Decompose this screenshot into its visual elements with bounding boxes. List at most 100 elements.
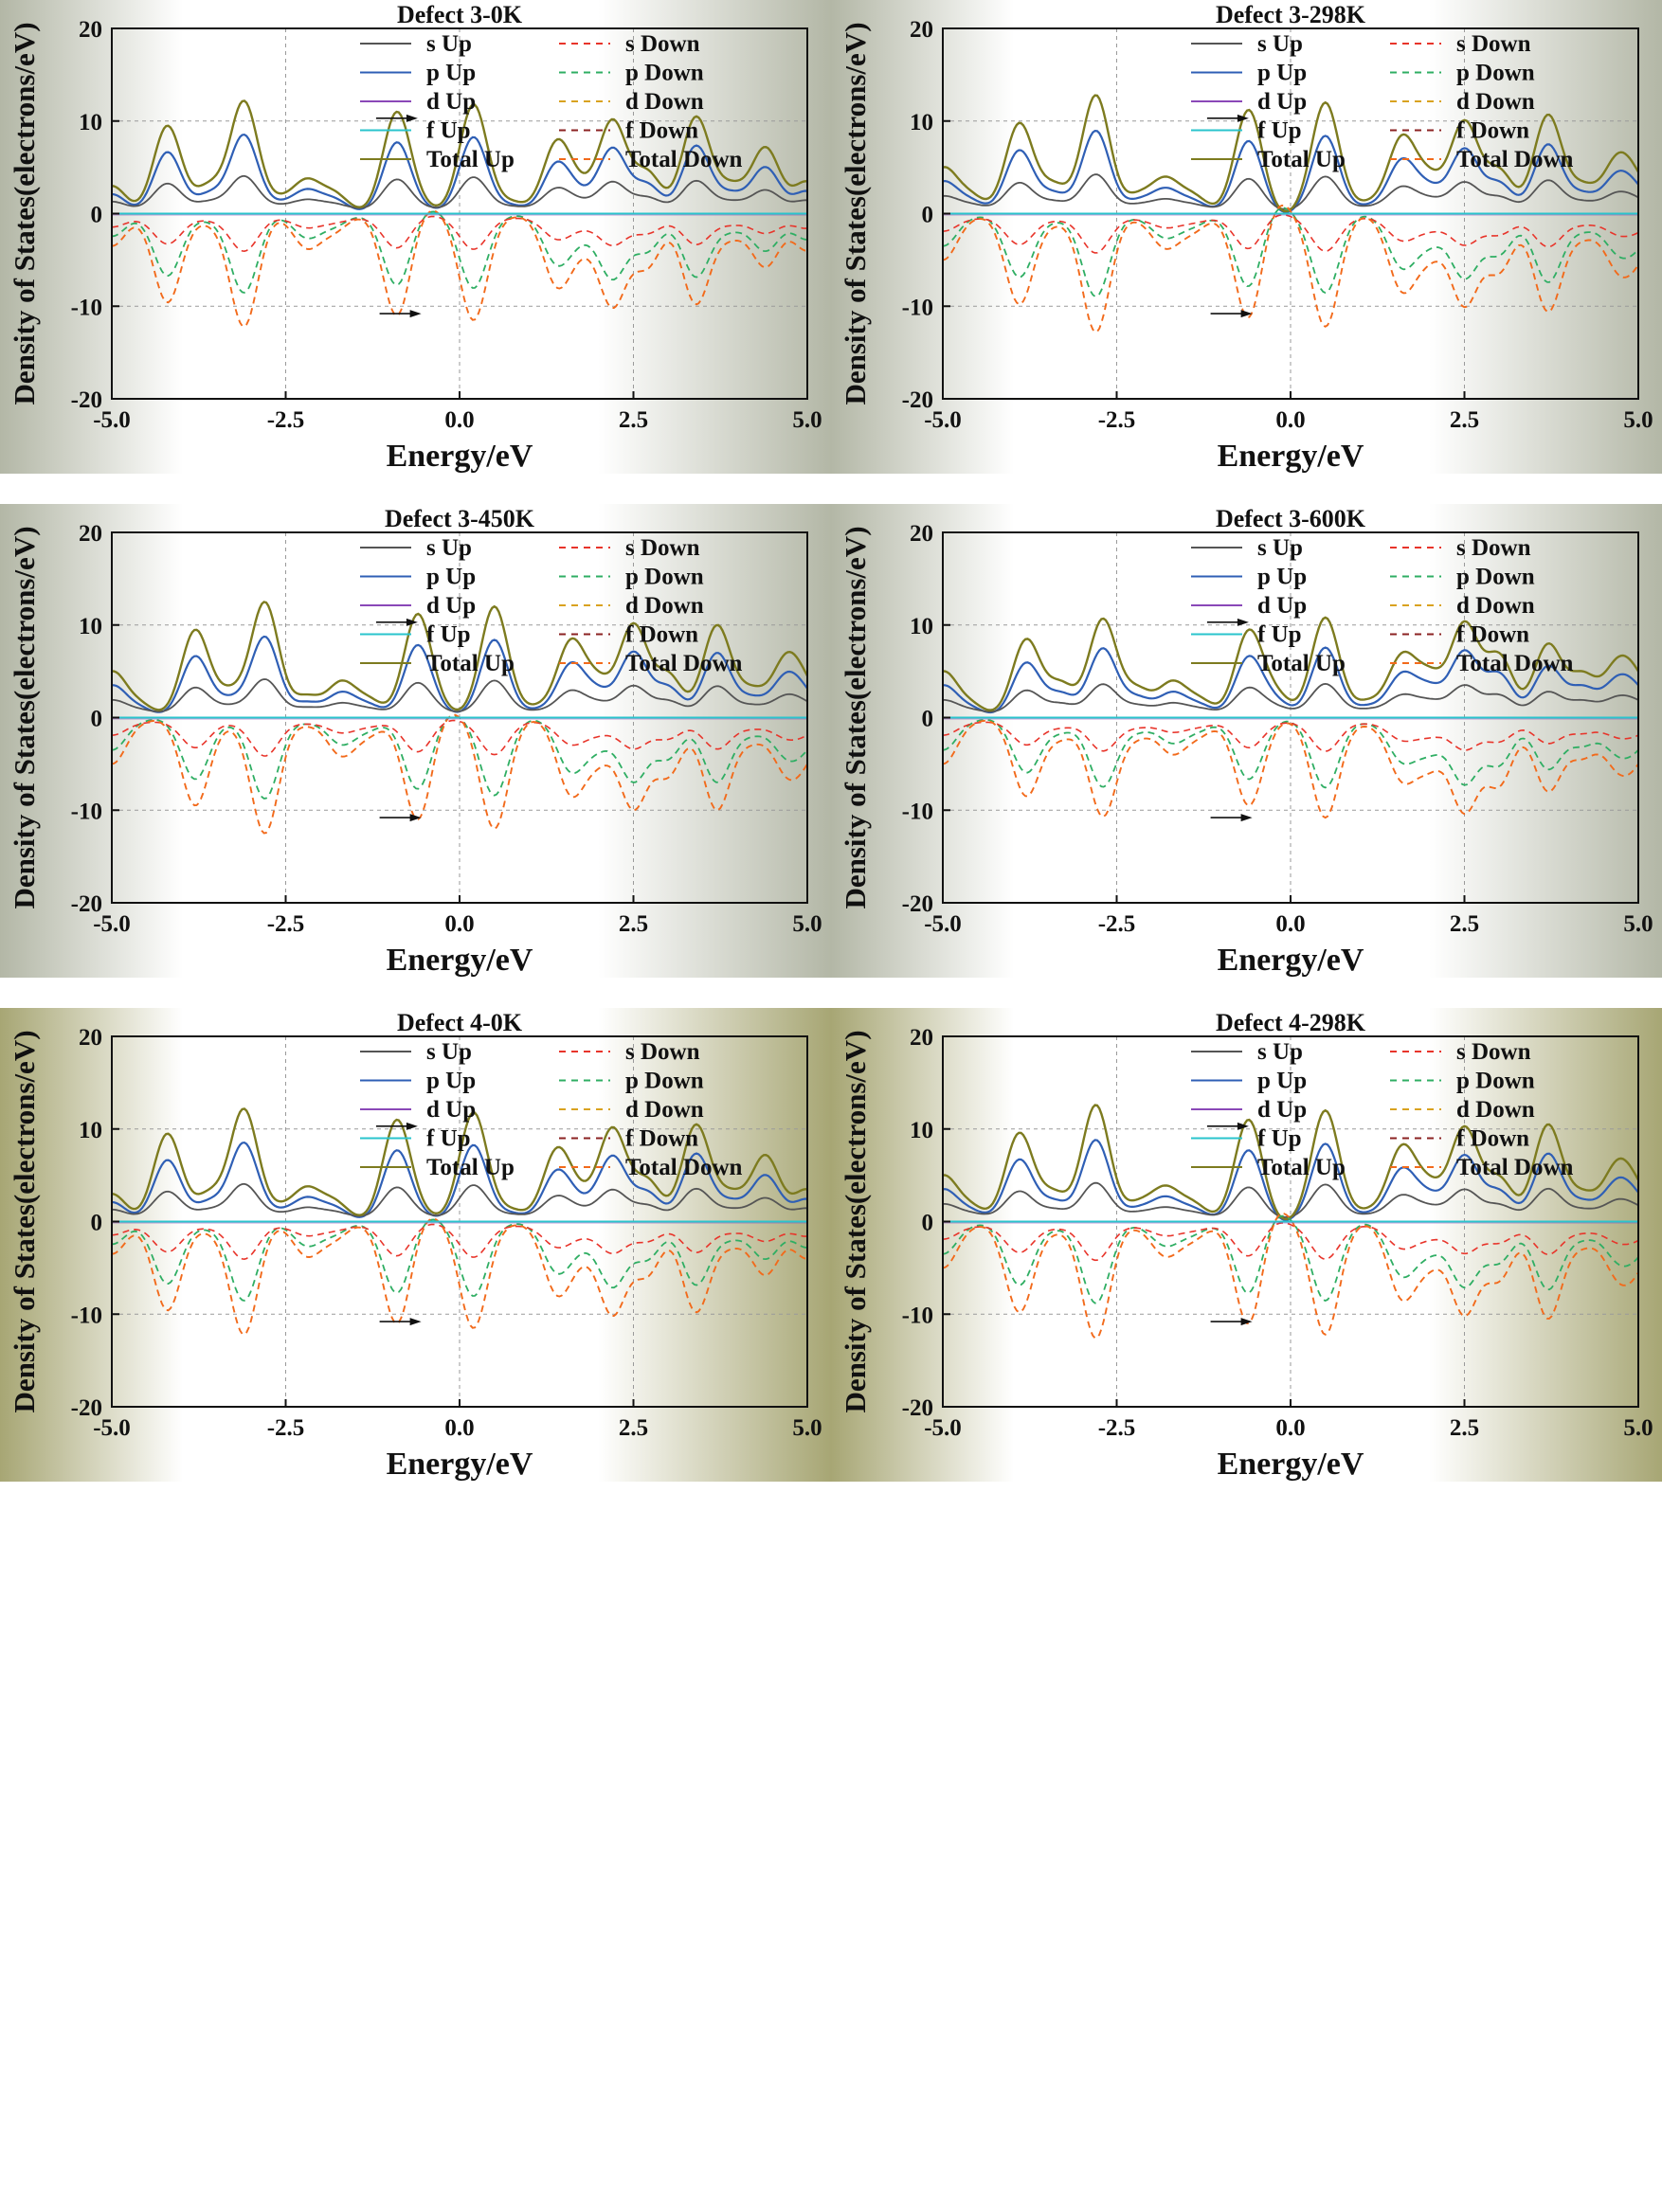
legend-label-s-up: s Up	[426, 535, 472, 561]
x-tick-label: 0.0	[444, 407, 474, 433]
dos-panel-3: -5.0 -2.5 0.0 2.5 5.0 20 10 0 -10 -20 Defect 3-450…	[0, 504, 831, 978]
legend-label-f-up: f Up	[426, 1126, 471, 1152]
y-tick-label: 20	[79, 521, 102, 547]
legend-label-p-down: p Down	[1456, 1069, 1535, 1094]
y-tick-label: 10	[910, 110, 933, 135]
annotation-arrowhead-1	[406, 114, 418, 122]
legend-label-f-up: f Up	[1257, 118, 1302, 144]
s-down-line	[111, 719, 808, 757]
legend-label-s-up: s Up	[1257, 535, 1303, 561]
x-tick-label: 5.0	[1623, 407, 1653, 433]
legend-label-s-up: s Up	[426, 31, 472, 57]
legend-label-p-down: p Down	[625, 1069, 704, 1094]
x-axis-label: Energy/eV	[387, 943, 533, 978]
x-tick-label: 0.0	[1275, 1415, 1305, 1441]
x-tick-label: -2.5	[267, 407, 305, 433]
total-up-line	[943, 616, 1640, 711]
y-tick-label: 10	[79, 1118, 102, 1143]
x-axis-label: Energy/eV	[387, 439, 533, 474]
total-up-line	[942, 1104, 1640, 1221]
panel-background	[831, 0, 1662, 474]
dos-panel-1: -5.0 -2.5 0.0 2.5 5.0 20 10 0 -10 -20 Defect 3-0K E…	[0, 0, 831, 474]
legend-label-f-up: f Up	[426, 622, 471, 648]
y-tick-label: 20	[79, 1025, 102, 1051]
x-tick-label: -5.0	[93, 911, 131, 937]
y-tick-label: 10	[910, 1118, 933, 1143]
legend-label-d-down: d Down	[625, 89, 704, 115]
total-up-line	[111, 99, 807, 208]
y-tick-label: -10	[71, 799, 102, 824]
legend-label-p-up: p Up	[1257, 61, 1307, 86]
dos-curves	[111, 601, 809, 835]
x-tick-label: -2.5	[1098, 911, 1136, 937]
y-axis-label: Density of States(electrons/eV)	[8, 22, 41, 405]
legend-label-d-down: d Down	[625, 1097, 704, 1123]
dos-curves	[942, 1104, 1640, 1340]
dos-panel-4: -5.0 -2.5 0.0 2.5 5.0 20 10 0 -10 -20 Defect 3-600…	[831, 504, 1662, 978]
annotation-arrowhead-2	[1240, 814, 1253, 822]
annotation-arrowhead-2	[1240, 1318, 1253, 1326]
annotation-arrowhead-1	[1237, 618, 1249, 626]
y-axis-label: Density of States(electrons/eV)	[839, 526, 872, 908]
annotation-arrowhead-2	[409, 814, 422, 822]
x-tick-label: -5.0	[93, 1415, 131, 1441]
legend-label-d-up: d Up	[1257, 1097, 1307, 1123]
total-down-line	[111, 1217, 808, 1336]
y-axis-label: Density of States(electrons/eV)	[8, 526, 41, 908]
x-tick-label: -2.5	[1098, 1415, 1136, 1441]
y-tick-label: -10	[902, 1303, 933, 1328]
y-tick-label: -10	[71, 1303, 102, 1328]
legend-label-total-up: Total Up	[426, 147, 515, 172]
s-down-line	[942, 721, 1639, 752]
x-tick-label: 2.5	[619, 911, 648, 937]
panel-title: Defect 3-298K	[1216, 1, 1366, 28]
legend-label-p-up: p Up	[1257, 1069, 1307, 1094]
legend-label-d-down: d Down	[1456, 89, 1535, 115]
legend-label-d-up: d Up	[426, 89, 476, 115]
y-tick-label: 0	[922, 1211, 934, 1236]
panel-title: Defect 4-298K	[1216, 1009, 1366, 1036]
x-axis-label: Energy/eV	[387, 1447, 533, 1482]
legend-label-s-up: s Up	[426, 1039, 472, 1065]
legend-label-total-up: Total Up	[426, 651, 515, 676]
y-tick-label: -20	[902, 387, 933, 413]
dos-curves	[942, 616, 1640, 819]
x-tick-label: 2.5	[619, 1415, 648, 1441]
p-down-line	[942, 1214, 1639, 1304]
legend-label-s-down: s Down	[625, 535, 700, 561]
s-up-line	[112, 678, 808, 712]
y-axis-label: Density of States(electrons/eV)	[839, 1030, 872, 1412]
x-tick-label: -2.5	[267, 1415, 305, 1441]
p-up-line	[943, 646, 1639, 714]
legend-label-d-down: d Down	[1456, 593, 1535, 619]
y-tick-label: -10	[902, 295, 933, 320]
annotation-arrowhead-2	[409, 1318, 422, 1326]
dos-panel-6: -5.0 -2.5 0.0 2.5 5.0 20 10 0 -10 -20 Defect 4-298…	[831, 1008, 1662, 1482]
x-tick-label: 0.0	[444, 911, 474, 937]
legend-label-total-up: Total Up	[1257, 651, 1346, 676]
x-tick-label: 5.0	[1623, 1415, 1653, 1441]
annotation-arrowhead-2	[1240, 310, 1253, 318]
y-tick-label: 10	[910, 614, 933, 639]
x-tick-label: 0.0	[1275, 911, 1305, 937]
panel-title: Defect 3-450K	[385, 505, 535, 532]
y-tick-label: 0	[91, 1211, 103, 1236]
legend-label-d-up: d Up	[1257, 593, 1307, 619]
legend-label-p-down: p Down	[1456, 61, 1535, 86]
y-axis-label: Density of States(electrons/eV)	[839, 22, 872, 405]
y-tick-label: -20	[71, 891, 102, 917]
legend-label-d-up: d Up	[426, 593, 476, 619]
s-up-line	[111, 1182, 807, 1217]
p-down-line	[111, 1218, 808, 1302]
x-axis-label: Energy/eV	[1218, 1447, 1364, 1482]
s-down-line	[942, 1222, 1639, 1262]
legend-label-f-down: f Down	[625, 622, 698, 648]
total-up-line	[112, 601, 809, 711]
x-tick-label: -5.0	[924, 1415, 962, 1441]
legend-label-p-up: p Up	[426, 1069, 476, 1094]
legend-label-p-down: p Down	[625, 61, 704, 86]
legend-label-d-up: d Up	[426, 1097, 476, 1123]
x-tick-label: 5.0	[792, 407, 822, 433]
legend-label-f-down: f Down	[1456, 1126, 1529, 1152]
legend: s Up s Down p Up p Down d Up d Down f Up f Down…	[1191, 1039, 1574, 1180]
